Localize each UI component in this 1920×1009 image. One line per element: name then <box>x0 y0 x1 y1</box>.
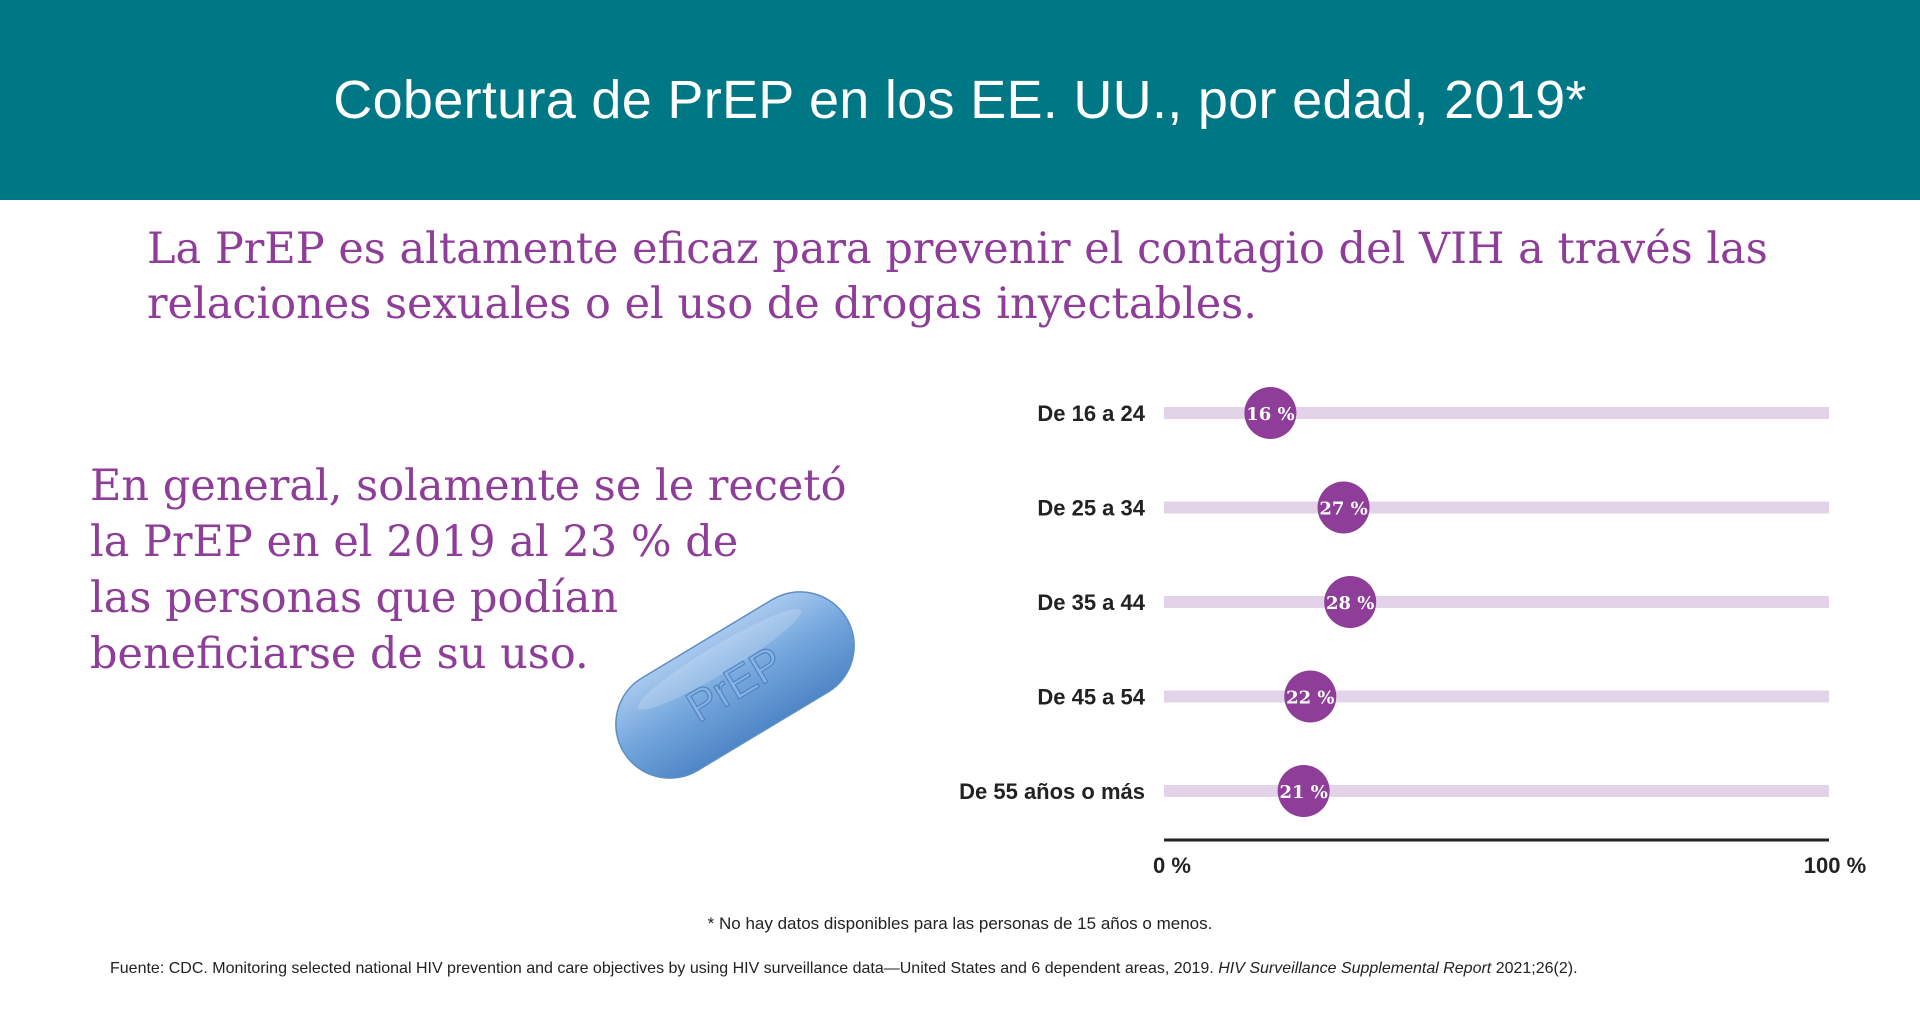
value-label: 22 % <box>1286 688 1334 709</box>
value-label: 21 % <box>1279 782 1327 803</box>
subtitle: La PrEP es altamente eficaz para preveni… <box>147 224 1768 329</box>
category-label: De 25 a 34 <box>1037 496 1145 521</box>
summary-line: En general, solamente se le recetó <box>90 461 847 511</box>
summary-text: En general, solamente se le recetó la Pr… <box>90 458 870 682</box>
value-marker <box>1277 765 1330 817</box>
bar-track <box>1164 501 1829 514</box>
summary-line: las personas que podían <box>90 573 619 623</box>
value-label: 27 % <box>1319 499 1367 520</box>
bar-track <box>1164 596 1829 608</box>
category-label: De 35 a 44 <box>1037 590 1145 615</box>
value-marker <box>1324 576 1377 628</box>
summary-line: beneficiarse de su uso. <box>90 629 589 679</box>
page-title: Cobertura de PrEP en los EE. UU., por ed… <box>333 70 1587 130</box>
age-coverage-chart: De 16 a 24 16 % De 25 a 34 27 % De 35 a 44 28… <box>959 387 1866 878</box>
bar-track <box>1164 690 1829 703</box>
category-label: De 16 a 24 <box>1037 401 1145 426</box>
source-citation: Fuente: CDC. Monitoring selected nationa… <box>110 960 1870 978</box>
value-marker <box>1317 481 1370 534</box>
value-marker <box>1244 387 1297 439</box>
bar-track <box>1164 407 1829 419</box>
x-tick-label: 100 % <box>1804 853 1866 878</box>
bar-track <box>1164 785 1829 797</box>
value-label: 16 % <box>1246 404 1294 425</box>
header-banner: Cobertura de PrEP en los EE. UU., por ed… <box>0 0 1920 200</box>
footnote: * No hay datos disponibles para las pers… <box>707 914 1213 933</box>
source-journal: HIV Surveillance Supplemental Report <box>1218 960 1492 977</box>
category-label: De 55 años o más <box>959 779 1145 804</box>
value-label: 28 % <box>1326 593 1374 614</box>
source-text: Fuente: CDC. Monitoring selected nationa… <box>110 960 1219 977</box>
category-label: De 45 a 54 <box>1037 685 1145 710</box>
source-issue: 2021;26(2). <box>1491 960 1578 977</box>
summary-line: la PrEP en el 2019 al 23 % de <box>90 517 739 567</box>
value-marker <box>1284 670 1337 723</box>
pill-capsule <box>615 591 855 779</box>
pill-illustration: PrEP <box>615 591 855 779</box>
x-tick-label: 0 % <box>1153 853 1191 878</box>
